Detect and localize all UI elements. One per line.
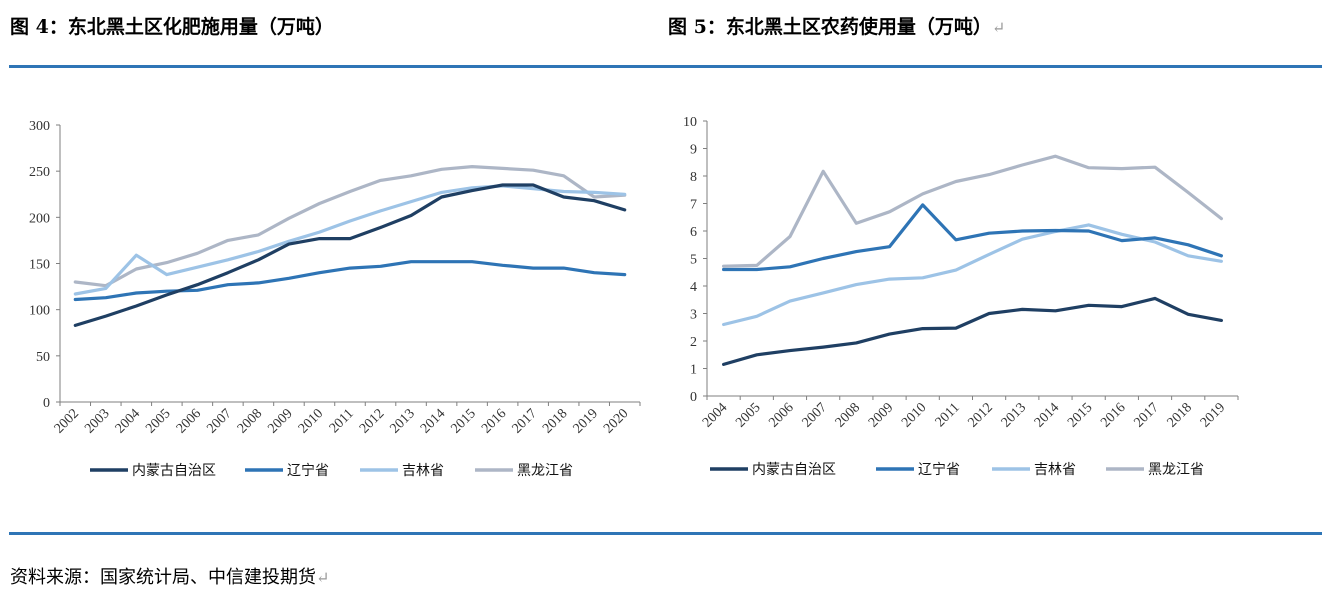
legend-label-jilin: 吉林省 xyxy=(402,463,444,479)
y-tick-label: 2 xyxy=(690,335,697,350)
x-tick-label: 2002 xyxy=(52,406,82,436)
y-tick-label: 200 xyxy=(29,211,50,226)
x-tick-label: 2007 xyxy=(204,406,234,436)
y-tick-label: 300 xyxy=(29,119,50,134)
x-tick-label: 2014 xyxy=(418,406,448,436)
legend-label-heilongjiang: 黑龙江省 xyxy=(517,463,573,479)
x-tick-label: 2013 xyxy=(999,400,1029,430)
x-tick-label: 2015 xyxy=(449,406,479,436)
y-tick-label: 250 xyxy=(29,165,50,180)
source-text: 资料来源：国家统计局、中信建投期货 xyxy=(10,567,316,588)
series-line-heilongjiang xyxy=(721,154,1224,268)
x-tick-label: 2005 xyxy=(143,406,173,436)
series-line-neimenggu xyxy=(721,296,1224,366)
pesticide-usage-chart: 0 1 2 3 4 5 6 7 8 9 10 2004 2005 2006 2007 2008 2009 2010… xyxy=(683,115,1239,478)
x-tick-label: 2008 xyxy=(833,400,863,430)
y-tick-label: 0 xyxy=(690,390,697,405)
bottom-divider xyxy=(9,532,1322,535)
return-mark-icon: ↵ xyxy=(991,18,1006,37)
x-tick-label: 2003 xyxy=(82,406,112,436)
x-tick-label: 2004 xyxy=(113,406,143,436)
series-line-neimenggu xyxy=(73,183,627,327)
y-tick-label: 0 xyxy=(43,396,50,411)
x-tick-label: 2015 xyxy=(1065,400,1095,430)
x-tick-label: 2010 xyxy=(296,406,326,436)
x-tick-label: 2016 xyxy=(1098,400,1128,430)
x-tick-label: 2004 xyxy=(700,400,730,430)
legend-label-neimenggu: 内蒙古自治区 xyxy=(752,462,836,478)
legend-label-neimenggu: 内蒙古自治区 xyxy=(132,463,216,479)
y-tick-label: 3 xyxy=(690,308,697,323)
figure-4-title: 图 4：东北黑土区化肥施用量（万吨） xyxy=(10,12,334,39)
x-tick-label: 2006 xyxy=(766,400,796,430)
figure-5-title-text: 图 5：东北黑土区农药使用量（万吨） xyxy=(668,16,992,38)
y-tick-label: 5 xyxy=(690,253,697,268)
x-tick-label: 2012 xyxy=(357,406,387,436)
x-tick-label: 2019 xyxy=(571,406,601,436)
x-tick-label: 2011 xyxy=(933,400,963,430)
series-line-liaoning xyxy=(721,203,1224,272)
x-tick-label: 2011 xyxy=(327,406,357,436)
y-tick-label: 10 xyxy=(683,115,697,130)
y-tick-label: 8 xyxy=(690,170,697,185)
x-tick-label: 2008 xyxy=(235,406,265,436)
y-tick-label: 100 xyxy=(29,304,50,319)
legend-label-liaoning: 辽宁省 xyxy=(918,461,960,478)
x-tick-label: 2020 xyxy=(601,406,631,436)
figure-5-title: 图 5：东北黑土区农药使用量（万吨）↵ xyxy=(668,12,1005,39)
y-tick-label: 7 xyxy=(690,198,697,213)
x-tick-label: 2016 xyxy=(479,406,509,436)
x-tick-label: 2005 xyxy=(733,400,763,430)
x-tick-label: 2010 xyxy=(899,400,929,430)
x-tick-label: 2013 xyxy=(387,406,417,436)
x-tick-label: 2018 xyxy=(540,406,570,436)
y-tick-label: 6 xyxy=(690,225,697,240)
y-tick-label: 4 xyxy=(690,280,697,295)
source-note: 资料来源：国家统计局、中信建投期货↵ xyxy=(10,563,329,589)
return-mark-icon: ↵ xyxy=(316,568,330,587)
x-tick-label: 2006 xyxy=(174,406,204,436)
legend-label-liaoning: 辽宁省 xyxy=(287,462,329,479)
x-tick-label: 2009 xyxy=(866,400,896,430)
x-tick-label: 2009 xyxy=(265,406,295,436)
legend-label-jilin: 吉林省 xyxy=(1034,462,1076,478)
figure-4-title-text: 图 4：东北黑土区化肥施用量（万吨） xyxy=(10,16,334,38)
y-tick-label: 1 xyxy=(690,363,697,378)
x-tick-label: 2019 xyxy=(1198,400,1228,430)
top-divider xyxy=(9,65,1322,68)
x-tick-label: 2017 xyxy=(510,406,540,436)
y-tick-label: 150 xyxy=(29,258,50,273)
x-tick-label: 2017 xyxy=(1131,400,1161,430)
x-tick-label: 2018 xyxy=(1165,400,1195,430)
x-tick-label: 2012 xyxy=(966,400,996,430)
legend-label-heilongjiang: 黑龙江省 xyxy=(1148,462,1204,478)
x-tick-label: 2007 xyxy=(800,400,830,430)
x-tick-label: 2014 xyxy=(1032,400,1062,430)
y-tick-label: 9 xyxy=(690,143,697,158)
y-tick-label: 50 xyxy=(36,350,50,365)
